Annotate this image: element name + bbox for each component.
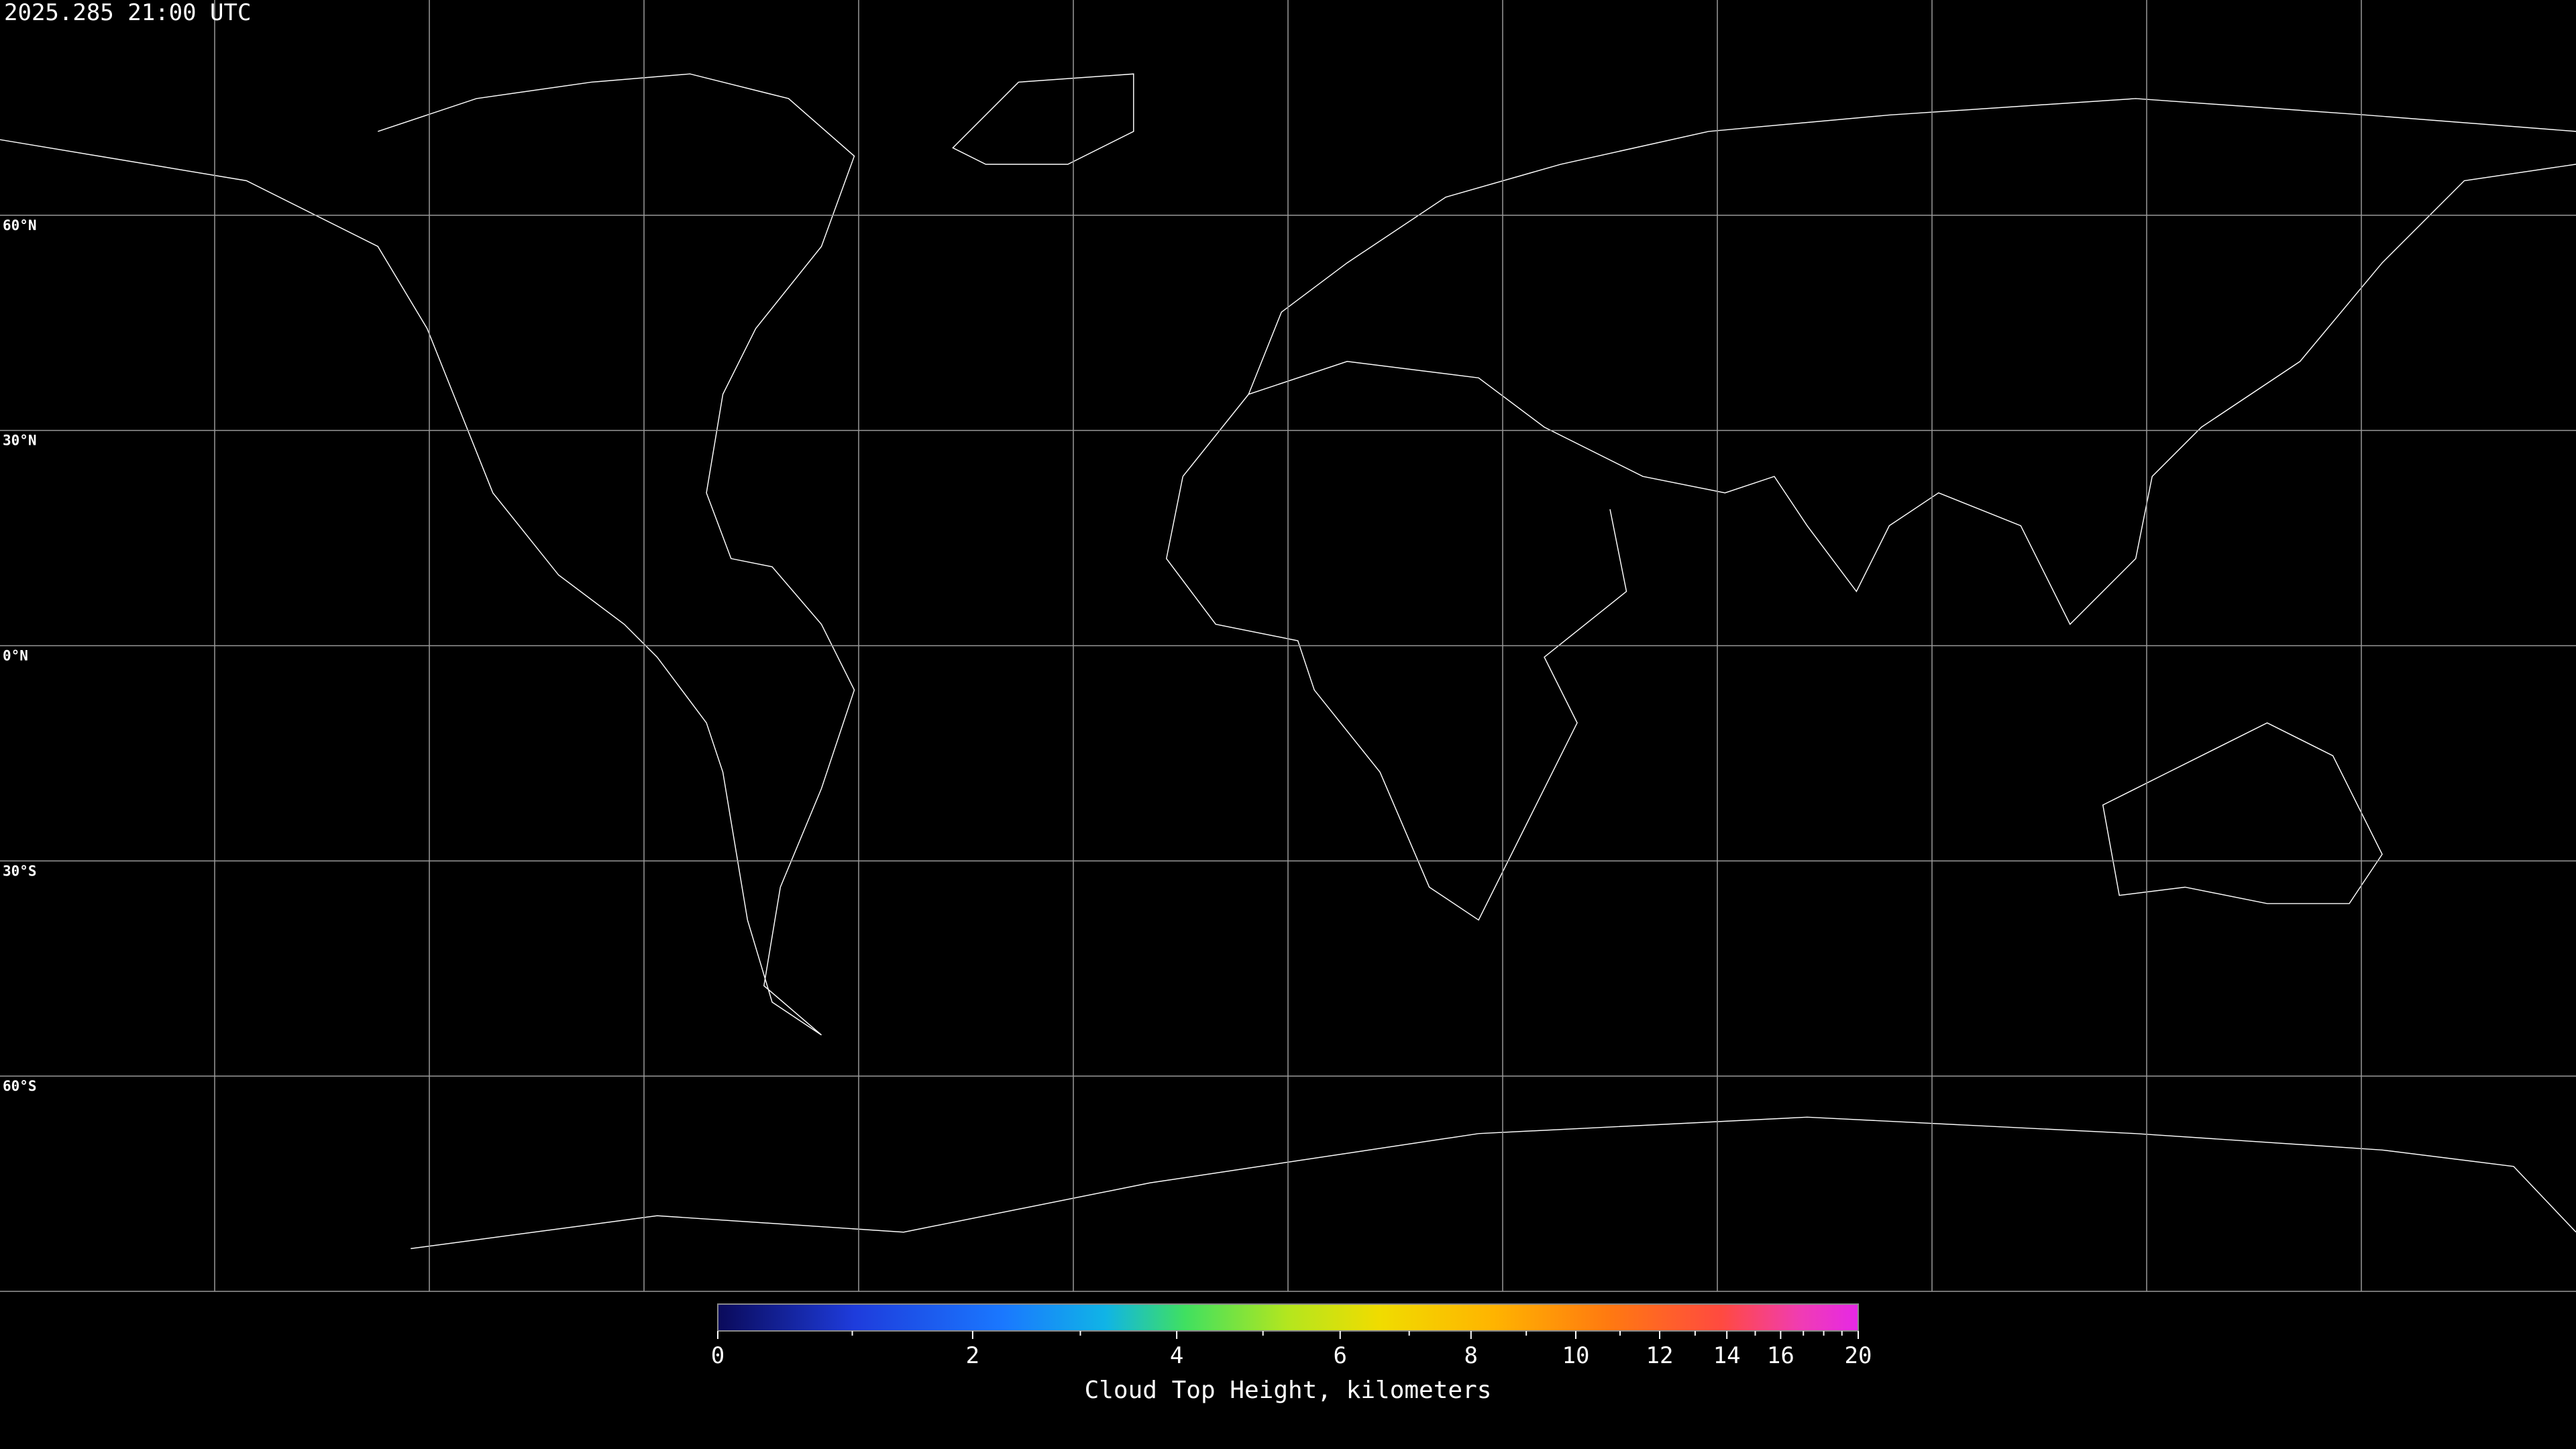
- colorbar-tick-label: 10: [1562, 1342, 1589, 1369]
- coastlines: [0, 73, 2576, 1249]
- latitude-label: 60°S: [3, 1078, 37, 1094]
- timestamp: 2025.285 21:00 UTC: [4, 0, 251, 26]
- latitude-label: 30°N: [3, 433, 37, 449]
- graticule: [0, 0, 2576, 1292]
- colorbar-tick-label: 4: [1170, 1342, 1183, 1369]
- colorbar-tick-label: 8: [1464, 1342, 1478, 1369]
- colorbar-tick-label: 16: [1767, 1342, 1794, 1369]
- latitude-labels: 60°N 30°N 0°N 30°S 60°S: [3, 217, 37, 1094]
- colorbar-tick-label: 14: [1713, 1342, 1741, 1369]
- colorbar-title: Cloud Top Height, kilometers: [1085, 1377, 1492, 1404]
- latitude-label: 30°S: [3, 863, 37, 879]
- latitude-label: 0°N: [3, 648, 28, 664]
- colorbar: Cloud Top Height, kilometers 0 2 4 6 8 10 12 14…: [711, 1303, 1872, 1404]
- latitude-label: 60°N: [3, 217, 37, 233]
- colorbar-tick-label: 12: [1646, 1342, 1674, 1369]
- colorbar-ramp: [717, 1303, 1859, 1332]
- colorbar-tick-label: 2: [966, 1342, 979, 1369]
- colorbar-tick-label: 6: [1333, 1342, 1346, 1369]
- colorbar-tick-label: 20: [1845, 1342, 1872, 1369]
- colorbar-tick-label: 0: [711, 1342, 724, 1369]
